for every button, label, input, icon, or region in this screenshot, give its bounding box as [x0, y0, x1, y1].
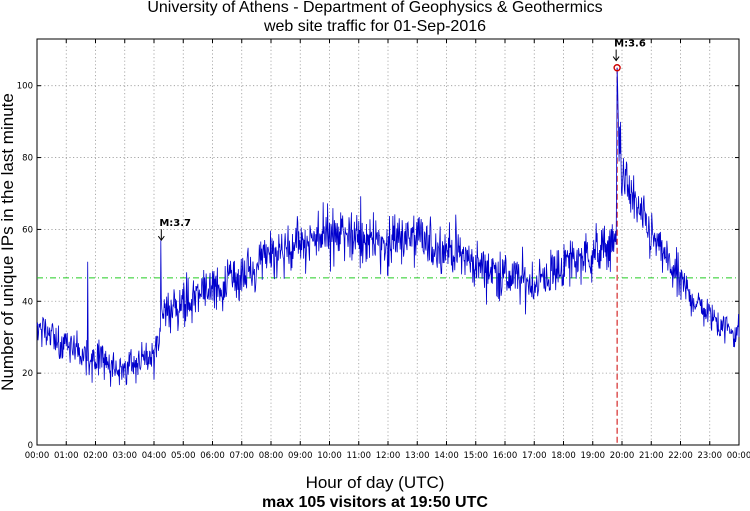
annotation-label: M:3.7 [159, 218, 191, 229]
x-tick-label: 01:00 [54, 451, 79, 461]
x-tick-label: 00:00 [727, 451, 750, 461]
max-point-marker [613, 64, 621, 72]
x-axis-label: Hour of day (UTC) [306, 473, 445, 492]
annotation-arrowhead [612, 56, 620, 62]
x-tick-label: 16:00 [493, 451, 518, 461]
x-tick-label: 14:00 [434, 451, 459, 461]
y-tick-label: 100 [17, 82, 33, 92]
y-tick-label: 40 [22, 297, 33, 307]
annotation-arrowhead [157, 235, 165, 242]
y-axis-label: Number of unique IPs in the last minute [0, 93, 17, 391]
y-tick-label: 0 [28, 441, 33, 451]
series-layer [36, 67, 740, 387]
x-tick-label: 00:00 [25, 451, 50, 461]
x-tick-label: 22:00 [668, 451, 693, 461]
max-visitors-footer: max 105 visitors at 19:50 UTC [262, 494, 488, 511]
x-tick-label: 12:00 [376, 451, 401, 461]
x-tick-label: 18:00 [551, 451, 576, 461]
annotation-label: M:3.6 [614, 39, 646, 50]
x-tick-label: 20:00 [610, 451, 635, 461]
x-tick-label: 15:00 [464, 451, 489, 461]
x-tick-label: 05:00 [171, 451, 196, 461]
x-tick-label: 07:00 [230, 451, 255, 461]
plot-area [36, 38, 740, 446]
chart-title: University of Athens - Department of Geo… [147, 0, 602, 16]
annotations: M:3.7 M:3.6 [157, 39, 646, 242]
x-tick-label: 17:00 [522, 451, 547, 461]
series-line [36, 67, 740, 387]
x-tick-label: 02:00 [83, 451, 108, 461]
y-tick-label: 80 [22, 154, 33, 164]
x-tick-label: 04:00 [142, 451, 167, 461]
average-line-layer [37, 67, 739, 445]
y-tick-label: 20 [22, 369, 33, 379]
x-tick-labels: 00:00 01:00 02:00 03:00 04:00 05:00 06:00 07:00… [25, 39, 750, 461]
x-tick-label: 06:00 [200, 451, 225, 461]
x-tick-label: 09:00 [288, 451, 313, 461]
marker-layer [613, 64, 621, 72]
x-tick-label: 10:00 [317, 451, 342, 461]
x-tick-label: 11:00 [347, 451, 372, 461]
y-tick-labels: 0 20 40 60 80 100 [17, 82, 739, 451]
x-tick-label: 19:00 [581, 451, 606, 461]
x-tick-label: 13:00 [405, 451, 430, 461]
x-tick-label: 03:00 [113, 451, 138, 461]
x-tick-label: 23:00 [698, 451, 723, 461]
x-tick-label: 08:00 [259, 451, 284, 461]
chart-subtitle: web site traffic for 01-Sep-2016 [263, 18, 486, 35]
x-tick-label: 21:00 [639, 451, 664, 461]
y-tick-label: 60 [22, 225, 33, 235]
